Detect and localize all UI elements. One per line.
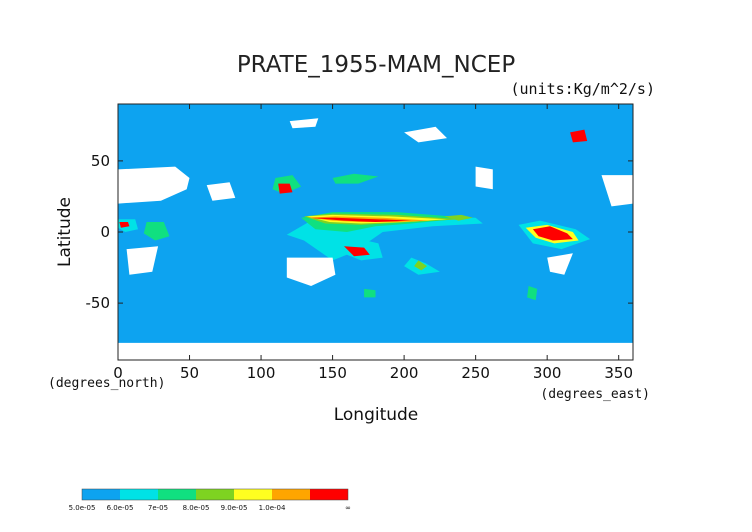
x-tick-label: 300 (533, 364, 562, 382)
legend-swatch (120, 489, 158, 500)
plot-area (118, 104, 633, 360)
precip-region (532, 226, 573, 241)
x-tick-label: 200 (390, 364, 419, 382)
legend-label: 9.0e-05 (221, 504, 248, 512)
precip-region (364, 288, 376, 298)
legend-swatch (234, 489, 272, 500)
y-tick-label: -50 (86, 294, 111, 312)
missing-data-region (601, 175, 633, 207)
legend-label: 7e-05 (148, 504, 168, 512)
missing-data-region (547, 253, 573, 275)
missing-data-region (118, 342, 633, 360)
precip-region (527, 286, 538, 301)
x-axis: 0 50 100 150 200 250 300 350 (113, 104, 633, 382)
chart-units: (units:Kg/m^2/s) (511, 80, 656, 98)
missing-data-region (118, 166, 190, 204)
y-axis: 50 0 -50 (86, 152, 633, 312)
x-tick-label: 250 (461, 364, 490, 382)
legend-frame (81, 488, 349, 501)
precip-region (444, 214, 473, 221)
legend-swatch (310, 489, 348, 500)
x-tick-label: 150 (318, 364, 347, 382)
precip-region (344, 246, 370, 257)
legend-swatch (272, 489, 310, 500)
precip-region (309, 217, 412, 222)
y-tick-label: 50 (91, 152, 110, 170)
x-tick-label: 350 (604, 364, 633, 382)
legend-label: 8.0e-05 (183, 504, 210, 512)
legend-swatch (196, 489, 234, 500)
legend-label: ∞ (345, 504, 351, 512)
y-tick-label: 0 (100, 223, 110, 241)
missing-data-region (126, 246, 159, 275)
precip-region (278, 183, 293, 194)
x-tick-label: 50 (180, 364, 199, 382)
missing-data-region (404, 126, 447, 143)
x-units-note: (degrees_east) (540, 387, 650, 402)
precip-region (332, 173, 379, 184)
y-units-note: (degrees_north) (48, 376, 165, 391)
color-legend: 5.0e-05 6.0e-05 7e-05 8.0e-05 9.0e-05 1.0e-04… (69, 488, 351, 512)
legend-label: 6.0e-05 (107, 504, 134, 512)
precip-region (570, 129, 588, 143)
legend-swatch (82, 489, 120, 500)
y-axis-label: Latitude (55, 197, 75, 267)
missing-data-region (286, 257, 336, 286)
x-tick-label: 0 (113, 364, 123, 382)
legend-label: 1.0e-04 (259, 504, 286, 512)
x-axis-label: Longitude (334, 405, 419, 425)
precip-region (119, 222, 130, 228)
chart-title: PRATE_1955-MAM_NCEP (237, 52, 516, 78)
missing-data-region (289, 118, 319, 129)
missing-data-region (206, 182, 236, 201)
x-tick-label: 100 (247, 364, 276, 382)
missing-data-region (475, 166, 493, 190)
precip-region (414, 260, 427, 271)
legend-swatch (158, 489, 196, 500)
legend-label: 5.0e-05 (69, 504, 96, 512)
precip-region (143, 222, 170, 241)
